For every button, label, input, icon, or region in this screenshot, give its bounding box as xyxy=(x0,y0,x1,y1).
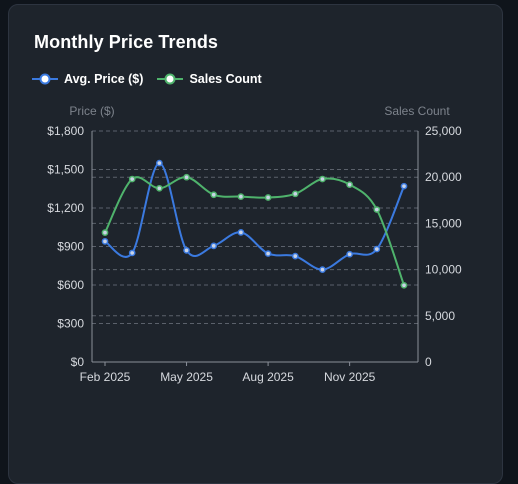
data-point-price xyxy=(156,159,163,167)
y-left-tick-label: $1,500 xyxy=(47,163,84,177)
y-right-tick-label: 10,000 xyxy=(425,263,462,277)
data-point-price xyxy=(400,182,408,190)
series-line-price xyxy=(104,162,405,271)
y-right-tick-label: 20,000 xyxy=(425,170,462,184)
legend-item-price[interactable]: Avg. Price ($) xyxy=(32,72,143,86)
legend-swatch-sales xyxy=(157,73,184,85)
x-tick-label: Aug 2025 xyxy=(242,370,294,384)
line-chart: Price ($) Sales Count $0 $300 $600 $900 $1,2… xyxy=(47,104,462,384)
data-point-price xyxy=(101,238,109,245)
data-point-sales xyxy=(319,175,326,183)
chart-legend: Avg. Price ($) Sales Count xyxy=(32,72,276,86)
data-point-price xyxy=(237,229,245,236)
y-right-tick-label: 5,000 xyxy=(425,309,455,323)
data-point-price xyxy=(210,242,218,250)
data-point-sales xyxy=(291,190,299,198)
y-left-tick-label: $1,200 xyxy=(47,201,84,215)
data-point-sales xyxy=(128,175,136,183)
data-point-price xyxy=(291,252,299,260)
data-point-sales xyxy=(101,229,109,236)
y-right-tick-label: 25,000 xyxy=(425,124,462,138)
y-left-tick-label: $300 xyxy=(57,317,84,331)
y-left-tick-label: $900 xyxy=(57,240,84,254)
legend-label-price: Avg. Price ($) xyxy=(64,72,144,86)
data-point-sales xyxy=(183,173,190,181)
legend-swatch-price xyxy=(32,73,58,85)
data-point-sales xyxy=(210,191,218,199)
y-right-tick-label: 0 xyxy=(425,355,432,369)
y-left-axis-title: Price ($) xyxy=(69,104,114,118)
data-point-sales xyxy=(237,193,245,200)
y-right-tick-label: 15,000 xyxy=(425,216,462,230)
data-point-sales xyxy=(346,181,353,188)
data-point-sales xyxy=(400,281,408,289)
data-point-sales xyxy=(156,184,163,192)
y-left-tick-label: $600 xyxy=(57,278,84,292)
x-tick-label: Feb 2025 xyxy=(80,370,131,384)
x-tick-label: May 2025 xyxy=(160,370,213,384)
data-point-price xyxy=(183,247,190,254)
x-tick-label: Nov 2025 xyxy=(324,370,376,384)
data-point-price xyxy=(264,250,272,257)
y-left-tick-label: $0 xyxy=(71,355,85,369)
data-point-sales xyxy=(264,194,272,201)
chart-title: Monthly Price Trends xyxy=(34,32,219,52)
data-point-price xyxy=(373,245,381,253)
y-right-axis-title: Sales Count xyxy=(384,104,450,118)
data-point-price xyxy=(128,249,136,257)
y-left-tick-label: $1,800 xyxy=(47,124,84,138)
data-point-sales xyxy=(373,206,381,213)
series-line-sales xyxy=(104,176,405,286)
data-point-price xyxy=(346,250,353,258)
legend-label-sales: Sales Count xyxy=(189,72,262,86)
data-point-price xyxy=(319,266,326,273)
legend-item-sales[interactable]: Sales Count xyxy=(157,72,262,86)
